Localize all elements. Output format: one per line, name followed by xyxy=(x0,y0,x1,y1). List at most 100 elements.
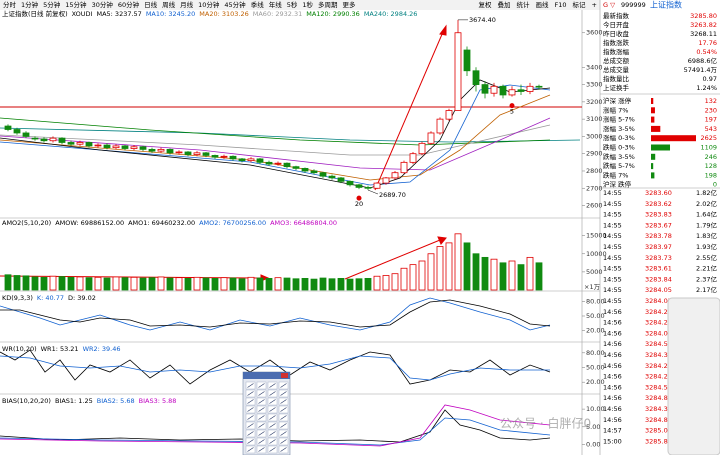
toolbar-item[interactable]: 月线 xyxy=(180,0,194,9)
trade-time: 14:55 xyxy=(603,286,622,294)
toolbar-item[interactable]: 30分钟 xyxy=(92,0,114,9)
candle-body xyxy=(166,148,174,154)
legend-item: D: 39.02 xyxy=(68,294,96,302)
candle-body xyxy=(292,166,300,169)
toolbar-item[interactable]: 45分钟 xyxy=(224,0,246,9)
toolbar-item[interactable]: 多周期 xyxy=(318,0,338,9)
trade-time: 14:56 xyxy=(603,351,622,359)
candle-body xyxy=(139,146,147,150)
toolbar-item[interactable]: 季线 xyxy=(251,0,265,9)
volume-bar xyxy=(274,277,282,291)
candle-body xyxy=(445,110,453,120)
volume-bar xyxy=(130,276,138,291)
palette-icon xyxy=(269,383,276,388)
volume-bar xyxy=(22,275,30,291)
breadth-count: 128 xyxy=(705,162,717,170)
palette-icon xyxy=(247,407,254,412)
toolbar-button[interactable]: 统计 xyxy=(517,0,531,9)
candle-body xyxy=(4,125,12,130)
toolbar-bg xyxy=(0,0,600,10)
quote-value: 0.97 xyxy=(703,75,717,83)
toolbar-item[interactable]: 年线 xyxy=(269,0,283,9)
trade-price: 3283.83 xyxy=(645,211,672,219)
candle-body xyxy=(310,170,318,174)
volume-bar xyxy=(31,276,39,291)
legend-item: BIAS(10,20,20) xyxy=(2,397,51,405)
volume-bar xyxy=(265,277,273,291)
trade-time: 14:56 xyxy=(603,405,622,413)
toolbar-item[interactable]: 5分钟 xyxy=(43,0,61,9)
toolbar-item[interactable]: 5秒 xyxy=(287,0,298,9)
volume-bar xyxy=(490,258,498,291)
quote-label: 上证换手 xyxy=(603,83,630,92)
candle-body xyxy=(256,158,264,163)
candle-body xyxy=(472,70,480,85)
breadth-count: 543 xyxy=(705,125,717,133)
candle-body xyxy=(508,89,516,96)
trade-time: 14:55 xyxy=(603,232,622,240)
breadth-bar xyxy=(651,98,654,104)
trade-price: 3285.05 xyxy=(645,427,672,435)
candle-body xyxy=(13,129,21,134)
y-tick-label: 15000 xyxy=(586,232,607,240)
toolbar-item[interactable]: 周线 xyxy=(162,0,176,9)
volume-bar xyxy=(247,276,255,291)
palette-close[interactable] xyxy=(281,373,288,378)
toolbar-button[interactable]: 标记 xyxy=(573,0,587,9)
trade-time: 14:56 xyxy=(603,383,622,391)
toolbar-item[interactable]: 分时 xyxy=(3,0,17,9)
palette-icon xyxy=(269,415,276,420)
toolbar-item[interactable]: 60分钟 xyxy=(118,0,140,9)
breadth-label: 涨幅 0-3% xyxy=(603,133,635,142)
palette-icon xyxy=(258,399,265,404)
toolbar-item[interactable]: 更多 xyxy=(342,0,356,9)
candle-body xyxy=(391,172,399,179)
signal-marker xyxy=(356,195,362,201)
legend-item: MA10: 3245.20 xyxy=(146,10,195,18)
y-tick-label: 3000 xyxy=(586,132,603,140)
volume-bar xyxy=(94,276,102,291)
breadth-count: 0 xyxy=(713,181,717,189)
y-tick-label: 5000 xyxy=(586,268,603,276)
candle-body xyxy=(454,32,462,111)
quote-value: 3285.80 xyxy=(690,12,717,20)
candle-body xyxy=(211,155,219,158)
trade-price: 3283.67 xyxy=(645,221,672,229)
trade-price: 3284.27 xyxy=(645,319,672,327)
palette-icon xyxy=(280,399,287,404)
candle-body xyxy=(112,145,120,149)
breadth-label: 跌幅 3-5% xyxy=(603,152,635,161)
toolbar-item[interactable]: 日线 xyxy=(144,0,158,9)
trade-time: 14:55 xyxy=(603,200,622,208)
trade-amount: 2.02亿 xyxy=(696,199,717,208)
candle-body xyxy=(490,85,498,94)
volume-bar xyxy=(409,264,417,291)
toolbar-button[interactable]: 叠加 xyxy=(498,0,511,9)
toolbar-item[interactable]: 15分钟 xyxy=(65,0,87,9)
volume-bar xyxy=(328,278,336,291)
candle-body xyxy=(31,137,39,140)
volume-bar xyxy=(508,260,516,291)
legend-item: MA240: 2984.26 xyxy=(364,10,418,18)
toolbar-button[interactable]: F10 xyxy=(555,1,567,9)
toolbar-button[interactable]: + xyxy=(592,1,597,9)
breadth-label: 涨幅 5-7% xyxy=(603,115,635,124)
toolbar-button[interactable]: 复权 xyxy=(479,0,493,9)
legend-item: 上证指数(日线 前复权) xyxy=(2,9,68,18)
toolbar-item[interactable]: 10分钟 xyxy=(198,0,220,9)
candle-body xyxy=(49,137,57,142)
volume-bar xyxy=(391,273,399,291)
drawing-palette xyxy=(242,371,291,455)
candle-body xyxy=(535,85,543,88)
breadth-count: 230 xyxy=(705,106,717,114)
trade-time: 14:56 xyxy=(603,340,622,348)
breadth-label: 涨幅 3-5% xyxy=(603,124,635,133)
annotation: 3674.40 xyxy=(469,16,496,24)
toolbar-item[interactable]: 1秒 xyxy=(302,0,313,9)
toolbar-button[interactable]: 画线 xyxy=(536,0,550,9)
candle-body xyxy=(202,152,210,156)
volume-bar xyxy=(256,277,264,291)
trade-price: 3284.05 xyxy=(645,297,672,305)
toolbar-item[interactable]: 1分钟 xyxy=(21,0,39,9)
breadth-label: 沪深 跌停 xyxy=(603,180,632,189)
